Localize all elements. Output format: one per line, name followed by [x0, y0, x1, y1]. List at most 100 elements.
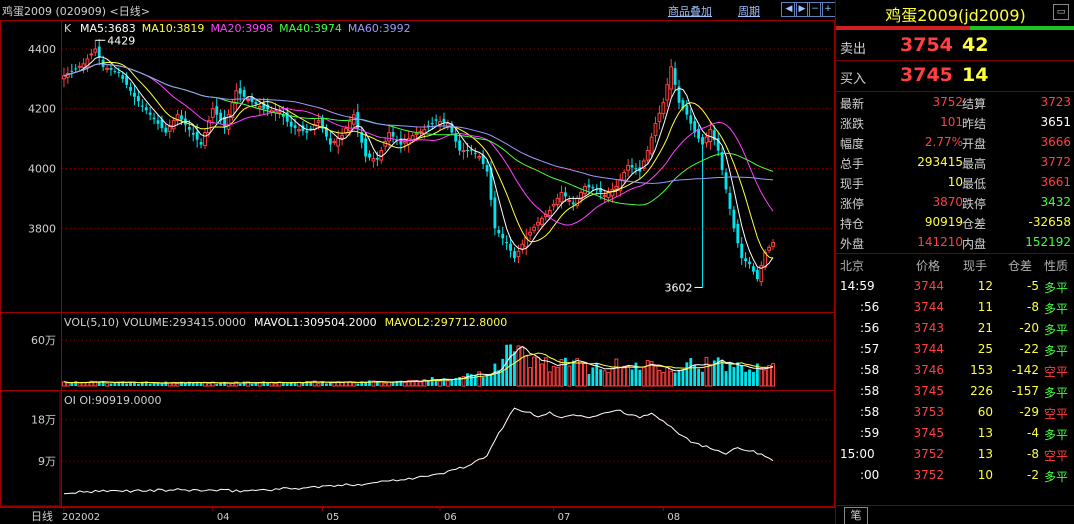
overlay-link[interactable]: 商品叠加	[668, 5, 712, 18]
high-annotation: 4429	[107, 34, 135, 47]
bid-row: 买入 3745 14	[836, 61, 1074, 90]
tick-row: :58 3746 153 -142 空平	[836, 360, 1074, 381]
candle-body	[223, 116, 226, 127]
volume-bar	[113, 382, 117, 386]
volume-bar	[528, 366, 533, 387]
quote-value: 3870	[932, 195, 963, 209]
candle-body	[133, 92, 136, 97]
quote-label: 开盘	[962, 137, 987, 151]
tick-oi: -157	[1011, 384, 1039, 398]
ask-price: 3754	[900, 34, 953, 56]
kline-chart-area[interactable]: 4400 4200 4000 3800 4429 3602 K MA5:3683 MA10:38…	[0, 0, 835, 524]
tab-ticks[interactable]: 笔	[844, 507, 868, 524]
candle-body	[219, 112, 223, 121]
candle-body	[156, 120, 160, 124]
tick-nature: 多平	[1044, 302, 1069, 316]
volume-bar	[763, 369, 768, 387]
oi-axis-box	[0, 390, 61, 507]
volume-bar	[191, 383, 195, 386]
volume-bar	[223, 381, 226, 386]
volume-bar	[93, 381, 98, 387]
candle-body	[755, 270, 759, 280]
candle-body	[136, 96, 140, 102]
candle-body	[532, 226, 536, 231]
mavol2-line	[63, 352, 774, 384]
volume-bar	[356, 383, 360, 386]
tick-price: 3746	[913, 363, 944, 377]
candle-body	[602, 194, 607, 197]
tick-price: 3744	[913, 300, 944, 314]
volume-bar	[626, 366, 631, 387]
zoom-out-icon[interactable]: −	[807, 2, 823, 17]
volume-bar	[234, 381, 239, 387]
candle-body	[254, 101, 258, 105]
candle-body	[109, 67, 113, 70]
candle-body	[148, 112, 152, 115]
volume-bar	[325, 383, 328, 386]
candle-body	[97, 46, 101, 58]
candle-body	[661, 102, 666, 115]
candle-body	[481, 154, 485, 165]
candle-body	[563, 192, 567, 197]
candle-body	[567, 199, 572, 202]
candle-body	[744, 258, 748, 262]
volume-bar	[649, 361, 654, 387]
x-tick-label: 202002	[62, 512, 100, 523]
tick-volume: 10	[977, 468, 993, 482]
period-link[interactable]: 周期	[738, 5, 760, 18]
candle-body	[748, 261, 751, 265]
oi-tick-label: 18万	[31, 413, 56, 426]
volume-bar	[406, 380, 411, 387]
candle-body	[630, 164, 634, 168]
volume-bar	[309, 381, 313, 386]
tick-volume: 25	[977, 342, 993, 356]
volume-bar	[121, 381, 125, 386]
volume-bar	[567, 365, 572, 387]
divider	[836, 60, 1074, 61]
tick-nature: 多平	[1044, 281, 1069, 295]
volume-bar	[579, 362, 583, 387]
candle-body	[497, 229, 501, 234]
volume-bar	[305, 381, 309, 386]
quote-row: 最新 3752 结算 3723	[836, 93, 1074, 113]
volume-bar	[148, 383, 152, 386]
candle-body	[689, 115, 693, 124]
quote-row: 涨停 3870 跌停 3432	[836, 193, 1074, 213]
volume-bar	[693, 364, 697, 386]
volume-bar	[152, 383, 156, 386]
tick-row: 14:59 3744 12 -5 多平	[836, 276, 1074, 297]
volume-bar	[281, 382, 285, 386]
arrow-right-icon[interactable]: ▶	[794, 2, 810, 17]
candle-body	[693, 121, 697, 133]
candle-body	[520, 243, 525, 250]
candle-body	[144, 107, 148, 111]
candle-body	[681, 100, 685, 109]
divider	[836, 505, 1074, 506]
tick-oi: -2	[1027, 468, 1039, 482]
volume-bar	[466, 373, 469, 386]
candle-body	[113, 71, 117, 73]
candle-body	[536, 221, 540, 226]
volume-bar	[461, 376, 466, 387]
candle-body	[332, 141, 337, 144]
tick-nature: 空平	[1044, 365, 1069, 379]
candle-body	[89, 53, 94, 56]
candle-body	[105, 67, 109, 70]
candle-body	[461, 150, 466, 153]
legend-vol: VOL(5,10) VOLUME:293415.0000	[64, 316, 246, 329]
x-tick-label: 07	[558, 512, 571, 523]
volume-bar	[316, 383, 321, 387]
arrow-left-icon[interactable]: ◀	[781, 2, 797, 17]
volume-bar	[547, 371, 552, 387]
candle-body	[669, 66, 674, 90]
window-icon[interactable]: ▭	[1053, 4, 1069, 20]
quote-row: 涨跌 101 昨结 3651	[836, 113, 1074, 133]
candle-body	[246, 99, 250, 102]
candle-body	[767, 246, 772, 251]
bid-volume: 14	[962, 64, 989, 86]
tick-time: :56	[860, 321, 880, 335]
candle-body	[180, 115, 183, 120]
volume-bar	[97, 381, 101, 386]
quote-label: 结算	[962, 97, 987, 111]
tick-volume: 13	[977, 447, 993, 461]
